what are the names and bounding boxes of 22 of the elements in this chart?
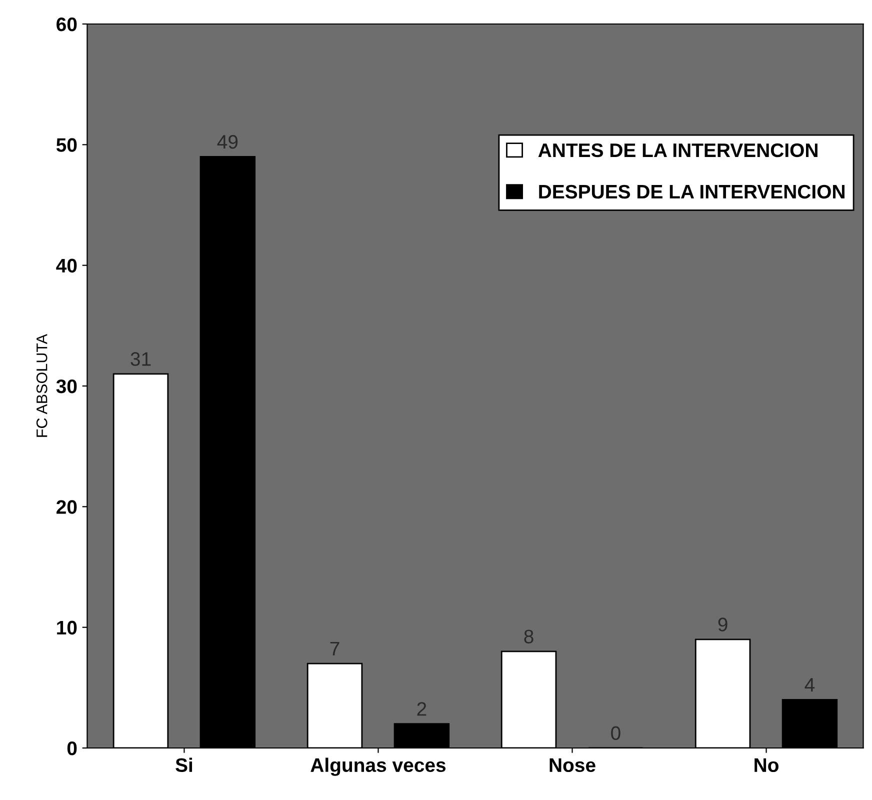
data-label: 8 <box>524 630 534 644</box>
data-label: 9 <box>718 618 728 632</box>
data-label: 0 <box>611 726 620 740</box>
y-tick-label: 60 <box>56 17 77 32</box>
legend-label: ANTES DE LA INTERVENCION <box>538 143 818 158</box>
y-tick-label: 20 <box>56 500 77 514</box>
y-tick-label: 10 <box>57 620 77 635</box>
y-axis-title: FC ABSOLUTA <box>36 334 48 437</box>
data-label: 4 <box>804 678 815 692</box>
x-tick-label: Algunas veces <box>310 758 446 776</box>
data-label: 7 <box>330 642 340 656</box>
y-tick-label: 40 <box>56 258 77 273</box>
data-label: 2 <box>417 702 426 716</box>
y-tick-label: 0 <box>67 741 77 756</box>
x-tick-label: Nose <box>550 758 596 772</box>
data-label: 49 <box>217 134 238 149</box>
x-tick-label: No <box>754 758 778 772</box>
legend-label: DESPUES DE LA INTERVENCION <box>539 184 844 199</box>
x-tick-label: Si <box>176 758 192 772</box>
data-label: 31 <box>130 352 151 366</box>
y-tick-label: 30 <box>56 379 77 394</box>
y-tick-label: 50 <box>56 138 77 152</box>
